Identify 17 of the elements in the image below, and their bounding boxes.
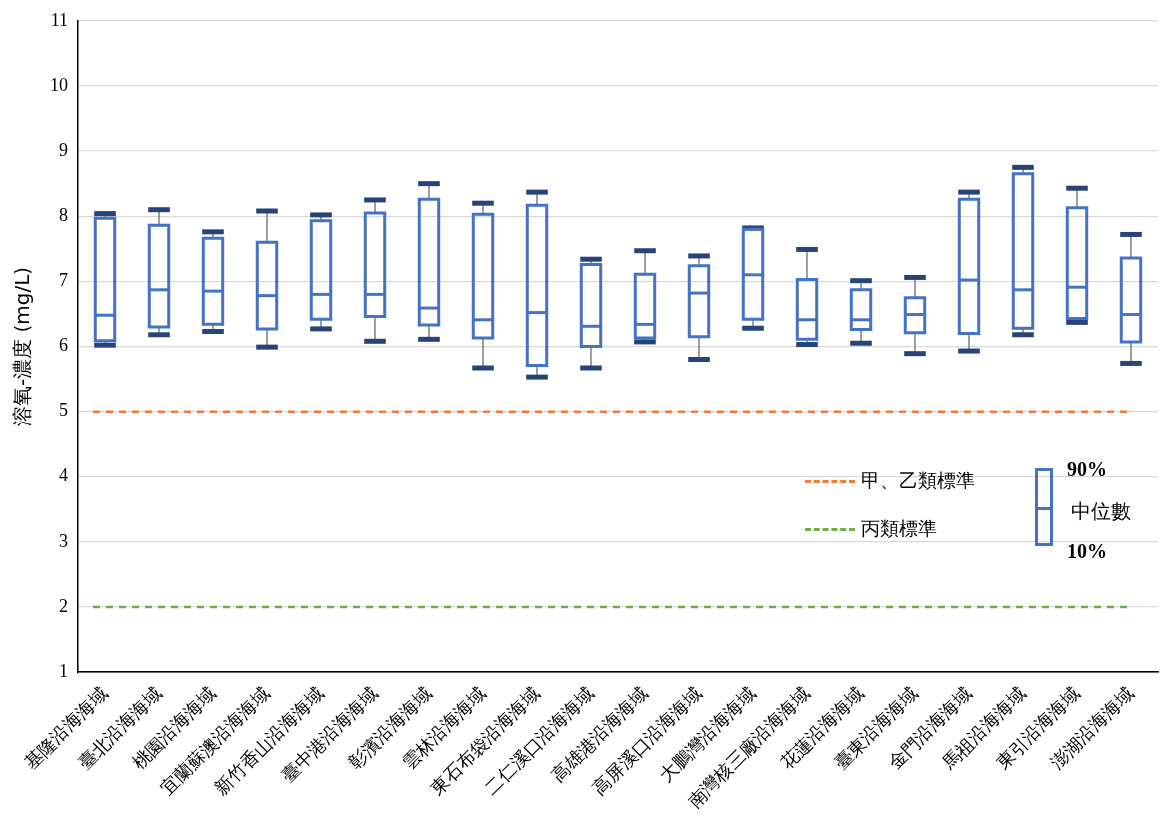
y-tick-label: 10 xyxy=(50,74,68,95)
y-tick-label: 9 xyxy=(59,139,68,160)
y-tick-label: 3 xyxy=(59,530,68,551)
legend-label: 甲、乙類標準 xyxy=(861,468,975,493)
y-tick-label: 7 xyxy=(59,270,68,291)
y-tick-label: 8 xyxy=(59,204,68,225)
annotation: 90% xyxy=(1067,458,1107,481)
y-tick-label: 5 xyxy=(59,400,68,421)
annotation: 10% xyxy=(1067,540,1107,563)
y-tick-label: 6 xyxy=(59,335,68,356)
y-tick-label: 1 xyxy=(59,660,68,681)
y-tick-label: 11 xyxy=(50,9,68,30)
legend-label: 丙類標準 xyxy=(861,516,937,541)
y-axis-title: 溶氧-濃度 (mg/L) xyxy=(10,266,35,427)
y-tick-label: 2 xyxy=(59,595,68,616)
annotation: 中位數 xyxy=(1071,498,1131,525)
y-tick-label: 4 xyxy=(59,465,68,486)
